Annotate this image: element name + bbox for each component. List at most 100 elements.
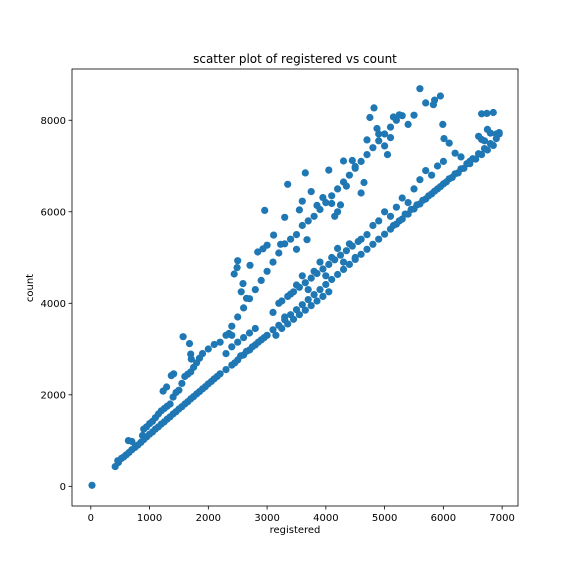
data-point bbox=[319, 194, 327, 202]
data-point bbox=[307, 274, 315, 282]
data-point bbox=[342, 182, 350, 190]
data-point bbox=[416, 176, 424, 184]
data-point bbox=[234, 313, 242, 321]
data-point bbox=[334, 244, 342, 252]
data-point bbox=[325, 166, 333, 174]
data-point bbox=[363, 136, 371, 144]
data-point bbox=[407, 205, 415, 214]
data-point bbox=[166, 400, 174, 408]
data-point bbox=[436, 92, 444, 100]
data-point bbox=[357, 189, 365, 197]
data-point bbox=[269, 308, 277, 316]
data-point bbox=[237, 352, 245, 360]
x-tick-label: 4000 bbox=[313, 513, 338, 524]
data-point bbox=[404, 120, 412, 128]
x-tick-label: 6000 bbox=[431, 513, 456, 524]
data-point bbox=[263, 241, 271, 249]
data-point bbox=[281, 213, 289, 221]
data-point bbox=[263, 267, 271, 275]
data-point bbox=[381, 230, 389, 238]
data-point bbox=[298, 301, 306, 309]
data-point bbox=[413, 201, 421, 209]
data-point bbox=[351, 162, 359, 171]
data-point bbox=[179, 333, 187, 341]
data-point bbox=[322, 272, 330, 280]
data-point bbox=[233, 264, 241, 272]
data-point bbox=[257, 276, 265, 284]
data-point bbox=[187, 355, 195, 363]
data-point bbox=[345, 260, 353, 268]
points-layer bbox=[88, 85, 503, 489]
data-point bbox=[240, 304, 248, 312]
data-point bbox=[448, 173, 456, 181]
data-point bbox=[270, 231, 278, 239]
data-point bbox=[289, 288, 298, 296]
data-point bbox=[284, 292, 292, 300]
data-point bbox=[342, 247, 350, 255]
data-point bbox=[198, 350, 207, 358]
x-tick-label: 1000 bbox=[137, 513, 162, 524]
data-point bbox=[251, 286, 259, 294]
data-point bbox=[419, 196, 427, 204]
data-point bbox=[336, 201, 345, 209]
data-point bbox=[495, 129, 503, 137]
data-point bbox=[307, 302, 315, 310]
data-point bbox=[466, 160, 474, 168]
data-point bbox=[295, 206, 303, 214]
data-point bbox=[345, 171, 353, 179]
data-point bbox=[316, 286, 324, 294]
data-point bbox=[275, 249, 283, 257]
data-point bbox=[301, 169, 309, 177]
data-point bbox=[422, 99, 430, 107]
data-point bbox=[281, 313, 289, 321]
data-point bbox=[292, 245, 301, 253]
data-point bbox=[351, 253, 359, 262]
data-point bbox=[319, 292, 327, 300]
data-point bbox=[245, 329, 254, 337]
chart-title: scatter plot of registered vs count bbox=[193, 52, 397, 66]
data-point bbox=[375, 137, 383, 145]
data-point bbox=[114, 457, 122, 465]
data-point bbox=[303, 236, 311, 244]
data-point bbox=[363, 151, 371, 159]
data-point bbox=[204, 345, 212, 353]
data-point bbox=[310, 212, 318, 220]
data-point bbox=[138, 431, 147, 440]
data-point bbox=[230, 270, 238, 278]
data-point bbox=[439, 120, 447, 128]
data-point bbox=[375, 217, 383, 225]
data-point bbox=[369, 221, 377, 230]
data-point bbox=[369, 144, 377, 152]
data-point bbox=[369, 240, 377, 248]
data-point bbox=[478, 151, 486, 159]
data-point bbox=[298, 221, 306, 230]
data-point bbox=[237, 288, 245, 296]
data-point bbox=[389, 113, 397, 121]
data-point bbox=[339, 265, 348, 273]
data-point bbox=[389, 221, 397, 230]
data-point bbox=[489, 108, 497, 117]
x-tick-label: 3000 bbox=[254, 513, 279, 524]
data-point bbox=[295, 311, 303, 319]
x-tick-label: 5000 bbox=[372, 513, 397, 524]
data-point bbox=[159, 387, 167, 395]
data-point bbox=[439, 157, 447, 165]
data-point bbox=[269, 326, 277, 334]
data-point bbox=[483, 109, 491, 117]
data-point bbox=[246, 261, 254, 269]
data-point bbox=[363, 231, 371, 239]
ticks-layer: 0 1000 2000 3000 4000 5000 6000 7000 0 2000 4000 60… bbox=[41, 116, 515, 524]
data-point bbox=[284, 320, 292, 328]
data-point bbox=[234, 338, 242, 346]
data-point bbox=[334, 185, 342, 193]
data-point bbox=[386, 134, 395, 142]
data-point bbox=[310, 291, 318, 299]
data-point bbox=[128, 437, 136, 446]
data-point bbox=[454, 169, 462, 177]
data-point bbox=[401, 210, 409, 218]
data-point bbox=[228, 343, 236, 351]
data-point bbox=[381, 130, 389, 138]
y-tick-label: 8000 bbox=[41, 116, 66, 127]
data-point bbox=[170, 370, 178, 378]
data-point bbox=[210, 340, 218, 349]
